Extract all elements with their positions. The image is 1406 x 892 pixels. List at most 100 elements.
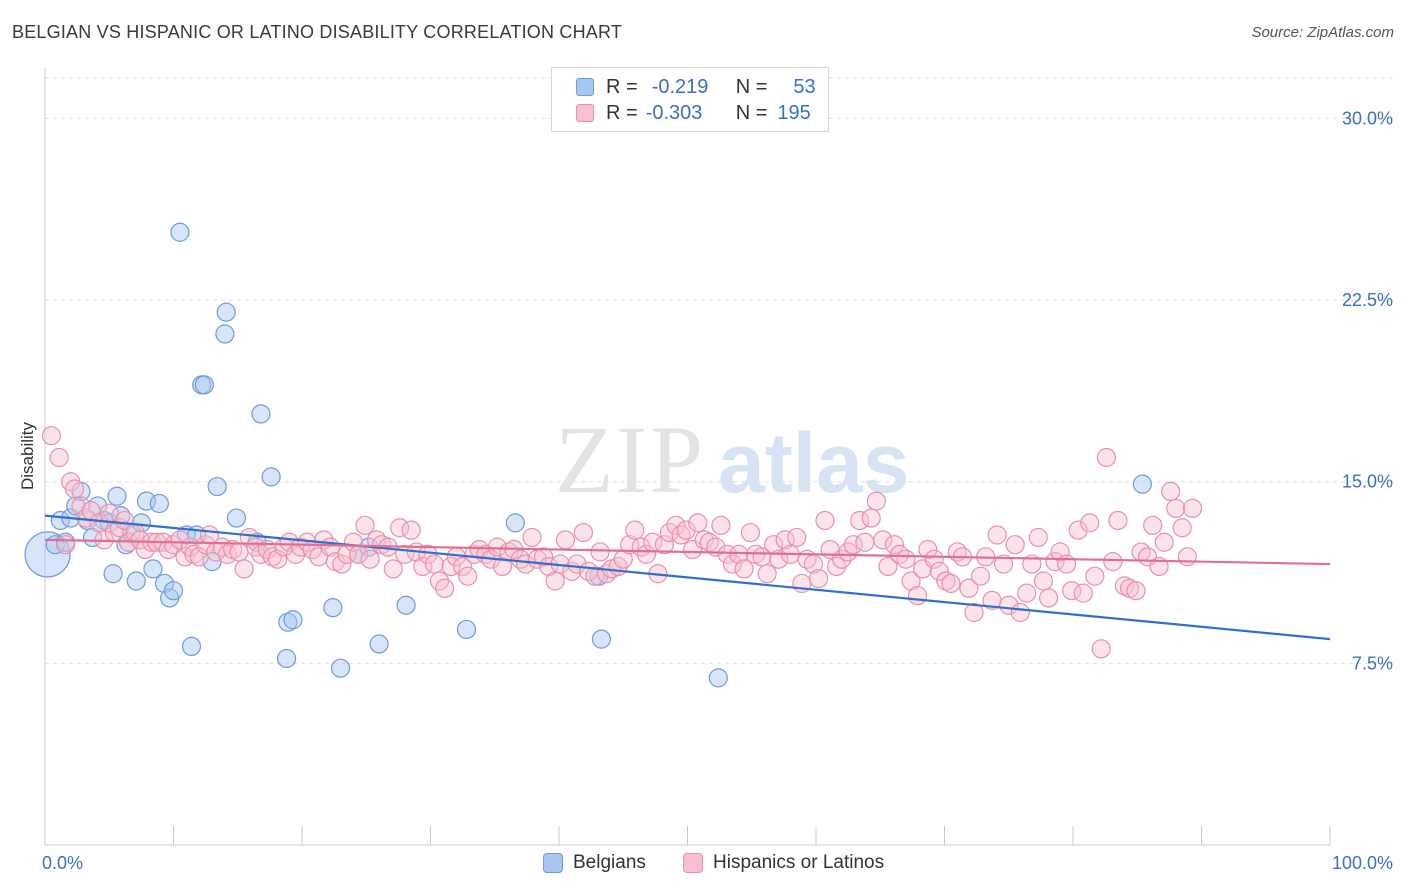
hispanic-point-185: [1096, 447, 1117, 468]
chart-title: BELGIAN VS HISPANIC OR LATINO DISABILITY…: [12, 22, 623, 42]
hispanic-point-71: [441, 556, 461, 577]
hispanic-point-28: [196, 535, 216, 555]
hispanic-point-156: [929, 561, 949, 581]
hispanic-point-199: [1177, 547, 1197, 567]
hispanic-point-184: [1091, 639, 1111, 659]
hispanic-point-147: [878, 556, 898, 577]
hispanic-point-150: [896, 549, 916, 569]
hispanic-point-110: [666, 515, 686, 535]
hispanic-point-103: [625, 520, 645, 540]
belgian-point-48: [456, 619, 477, 640]
hispanic-point-0: [41, 426, 62, 446]
belgian-point-13: [107, 486, 127, 506]
hispanic-point-162: [964, 602, 984, 623]
trend-lines: [44, 514, 1331, 641]
hispanic-point-119: [717, 544, 737, 564]
legend-r-value: -0.303: [645, 101, 703, 124]
legend-item-belgians[interactable]: Belgians: [543, 852, 646, 874]
hispanic-point-2: [55, 535, 76, 555]
belgian-point-38: [261, 467, 281, 487]
hispanic-point-52: [332, 554, 352, 574]
hispanic-point-61: [383, 559, 403, 579]
hispanic-point-148: [884, 535, 904, 555]
belgian-point-24: [163, 581, 184, 601]
belgian-point-47: [396, 595, 416, 615]
legend-label-hispanics: Hispanics or Latinos: [713, 852, 885, 873]
hispanic-point-171: [1017, 583, 1037, 603]
hispanic-point-176: [1045, 552, 1065, 572]
hispanic-point-66: [413, 556, 433, 577]
hispanic-point-170: [1010, 602, 1030, 623]
hispanic-point-118: [711, 515, 731, 535]
hispanic-point-1: [49, 447, 69, 468]
hispanic-point-173: [1028, 527, 1048, 548]
hispanic-point-122: [734, 559, 754, 579]
hispanic-point-5: [71, 496, 91, 516]
source-credit: Source: ZipAtlas.com: [1251, 24, 1394, 41]
hispanic-point-166: [987, 525, 1007, 545]
belgian-point-27: [181, 636, 202, 657]
trend-line-hispanics: [44, 538, 1331, 566]
stats-legend: R = -0.219 N = 53 R = -0.303 N = 195: [551, 67, 829, 132]
y-tick-label-1: 15.0%: [1342, 472, 1393, 492]
hispanic-point-64: [401, 520, 421, 540]
legend-swatch-hispanics: [576, 104, 594, 122]
hispanic-point-115: [694, 530, 714, 550]
x-tick-label-0: 0.0%: [42, 853, 83, 873]
hispanic-point-193: [1143, 515, 1163, 535]
hispanic-point-195: [1154, 532, 1174, 552]
watermark-atlas: atlas: [718, 416, 909, 510]
hispanic-point-152: [907, 585, 928, 606]
legend-n-value: 195: [777, 101, 811, 124]
hispanic-point-73: [453, 556, 473, 577]
hispanic-point-179: [1062, 581, 1082, 601]
legend-item-hispanics[interactable]: Hispanics or Latinos: [683, 852, 884, 874]
hispanic-point-123: [740, 522, 761, 543]
legend-label-belgians: Belgians: [573, 852, 646, 873]
y-tick-label-3: 30.0%: [1342, 108, 1393, 128]
hispanic-point-57: [360, 549, 380, 569]
hispanic-point-96: [585, 566, 605, 586]
hispanic-point-121: [729, 544, 749, 564]
axes: [44, 68, 1331, 846]
hispanic-point-84: [515, 554, 536, 574]
belgian-point-52: [708, 668, 728, 688]
hispanic-point-174: [1033, 571, 1054, 591]
legend-n-value: 53: [793, 75, 816, 98]
hispanic-point-190: [1126, 581, 1146, 601]
x-tick-label-1: 100.0%: [1332, 853, 1393, 873]
hispanic-point-188: [1114, 576, 1135, 596]
belgian-point-40: [278, 612, 298, 632]
hispanic-point-16: [130, 530, 150, 550]
hispanic-point-169: [1005, 535, 1025, 555]
belgian-point-43: [330, 658, 351, 678]
hispanic-point-161: [959, 578, 979, 598]
hispanic-point-180: [1068, 520, 1088, 540]
hispanic-point-93: [567, 554, 587, 574]
hispanic-point-144: [861, 508, 881, 528]
hispanic-point-177: [1050, 542, 1070, 562]
legend-n-label: N =: [735, 101, 768, 124]
legend-row-belgians: R = -0.219 N = 53: [576, 75, 816, 99]
hispanic-point-146: [873, 530, 893, 550]
hispanic-point-74: [458, 566, 478, 586]
belgian-point-42: [323, 598, 343, 618]
hispanic-point-62: [390, 518, 410, 538]
hispanic-point-17: [135, 539, 155, 560]
hispanic-point-155: [924, 549, 944, 569]
hispanic-point-126: [757, 564, 777, 584]
legend-r-label: R =: [606, 101, 638, 124]
hispanic-point-70: [435, 578, 455, 598]
hispanic-point-94: [573, 522, 594, 543]
hispanic-point-112: [676, 520, 696, 540]
hispanic-point-120: [722, 554, 743, 574]
hispanic-point-163: [970, 566, 991, 586]
hispanic-point-200: [1182, 498, 1203, 518]
hispanic-point-108: [654, 535, 674, 555]
watermark-zip: ZIP: [555, 406, 705, 513]
belgian-point-39: [276, 648, 297, 669]
y-tick-label-0: 7.5%: [1352, 653, 1393, 673]
hispanic-point-136: [815, 510, 835, 531]
belgian-point-21: [149, 493, 169, 514]
